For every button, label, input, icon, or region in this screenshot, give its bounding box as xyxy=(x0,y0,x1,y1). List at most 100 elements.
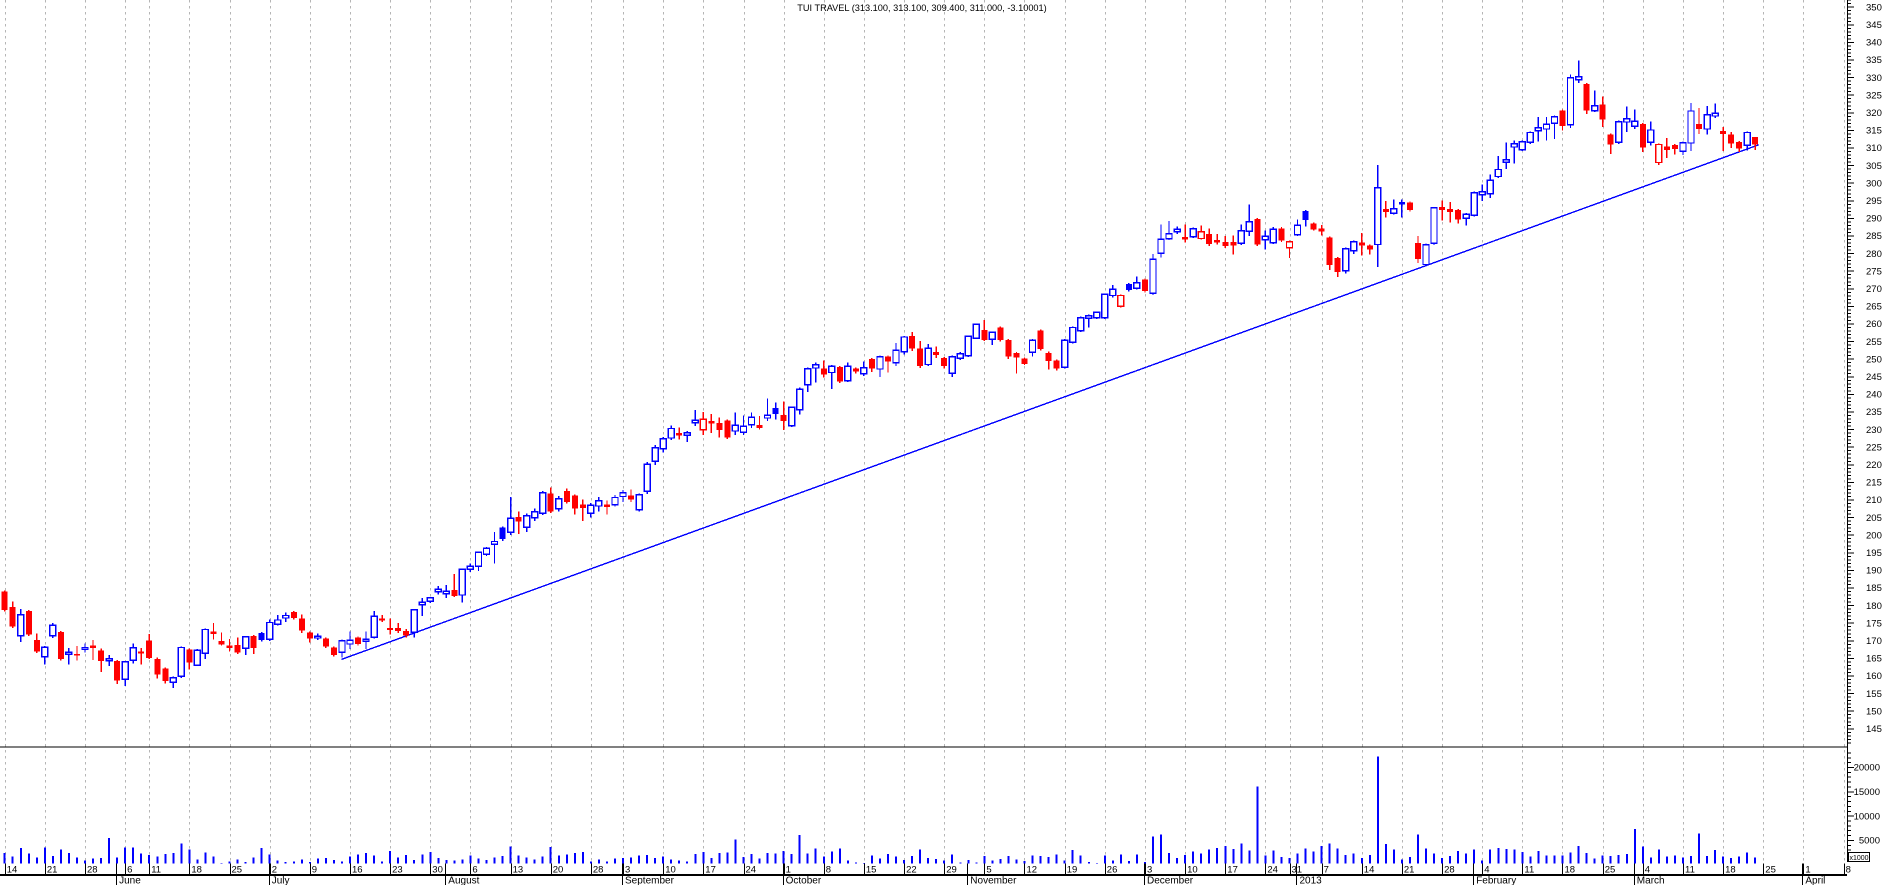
svg-text:21: 21 xyxy=(1404,865,1415,876)
svg-text:195: 195 xyxy=(1866,548,1882,559)
svg-text:15: 15 xyxy=(866,865,877,876)
svg-text:July: July xyxy=(272,876,290,885)
svg-text:4: 4 xyxy=(1484,865,1489,876)
svg-text:155: 155 xyxy=(1866,689,1882,700)
svg-text:230: 230 xyxy=(1866,425,1882,436)
svg-text:3: 3 xyxy=(625,865,630,876)
svg-text:24: 24 xyxy=(1267,865,1278,876)
svg-text:175: 175 xyxy=(1866,618,1882,629)
svg-text:1: 1 xyxy=(786,865,791,876)
svg-text:19: 19 xyxy=(1067,865,1078,876)
svg-text:20000: 20000 xyxy=(1854,763,1880,774)
svg-text:240: 240 xyxy=(1866,390,1882,401)
svg-text:4: 4 xyxy=(1645,865,1650,876)
svg-text:215: 215 xyxy=(1866,478,1882,489)
svg-text:280: 280 xyxy=(1866,249,1882,260)
svg-text:29: 29 xyxy=(946,865,957,876)
svg-text:160: 160 xyxy=(1866,671,1882,682)
svg-text:25: 25 xyxy=(232,865,243,876)
svg-text:14: 14 xyxy=(7,865,18,876)
svg-text:10: 10 xyxy=(1187,865,1198,876)
svg-text:December: December xyxy=(1147,876,1194,885)
svg-text:17: 17 xyxy=(1227,865,1238,876)
svg-text:26: 26 xyxy=(1107,865,1118,876)
svg-text:250: 250 xyxy=(1866,354,1882,365)
svg-text:185: 185 xyxy=(1866,583,1882,594)
svg-text:August: August xyxy=(448,876,479,885)
svg-text:170: 170 xyxy=(1866,636,1882,647)
svg-text:1: 1 xyxy=(1805,865,1810,876)
svg-text:275: 275 xyxy=(1866,266,1882,277)
svg-text:2013: 2013 xyxy=(1300,876,1323,885)
svg-text:225: 225 xyxy=(1866,442,1882,453)
svg-text:345: 345 xyxy=(1866,20,1882,31)
svg-text:200: 200 xyxy=(1866,530,1882,541)
svg-text:3: 3 xyxy=(1147,865,1152,876)
svg-text:April: April xyxy=(1805,876,1825,885)
svg-text:235: 235 xyxy=(1866,407,1882,418)
svg-text:18: 18 xyxy=(191,865,202,876)
svg-text:21: 21 xyxy=(47,865,58,876)
svg-text:TUI TRAVEL (313.100, 313.100,: TUI TRAVEL (313.100, 313.100, 309.400, 3… xyxy=(797,3,1046,13)
svg-text:25: 25 xyxy=(1605,865,1616,876)
svg-text:x1000: x1000 xyxy=(1849,855,1868,862)
svg-text:18: 18 xyxy=(1565,865,1576,876)
svg-text:15000: 15000 xyxy=(1854,787,1880,798)
svg-text:340: 340 xyxy=(1866,38,1882,49)
svg-text:20: 20 xyxy=(553,865,564,876)
svg-text:28: 28 xyxy=(87,865,98,876)
svg-text:330: 330 xyxy=(1866,73,1882,84)
svg-text:28: 28 xyxy=(593,865,604,876)
svg-text:290: 290 xyxy=(1866,214,1882,225)
svg-text:5000: 5000 xyxy=(1859,836,1880,847)
svg-text:295: 295 xyxy=(1866,196,1882,207)
svg-text:255: 255 xyxy=(1866,337,1882,348)
svg-text:180: 180 xyxy=(1866,601,1882,612)
svg-text:325: 325 xyxy=(1866,90,1882,101)
svg-text:23: 23 xyxy=(392,865,403,876)
svg-text:320: 320 xyxy=(1866,108,1882,119)
svg-text:September: September xyxy=(625,876,675,885)
svg-text:30: 30 xyxy=(432,865,443,876)
svg-text:6: 6 xyxy=(127,865,132,876)
svg-text:12: 12 xyxy=(1027,865,1038,876)
svg-text:265: 265 xyxy=(1866,302,1882,313)
svg-text:10: 10 xyxy=(665,865,676,876)
svg-text:350: 350 xyxy=(1866,2,1882,13)
svg-text:11: 11 xyxy=(1524,865,1534,876)
svg-text:145: 145 xyxy=(1866,724,1882,735)
svg-text:22: 22 xyxy=(906,865,917,876)
svg-text:16: 16 xyxy=(352,865,363,876)
svg-text:300: 300 xyxy=(1866,178,1882,189)
svg-text:28: 28 xyxy=(1444,865,1455,876)
svg-text:260: 260 xyxy=(1866,319,1882,330)
svg-text:205: 205 xyxy=(1866,513,1882,524)
svg-text:10000: 10000 xyxy=(1854,811,1880,822)
svg-text:190: 190 xyxy=(1866,566,1882,577)
svg-text:165: 165 xyxy=(1866,654,1882,665)
svg-text:270: 270 xyxy=(1866,284,1882,295)
svg-text:13: 13 xyxy=(513,865,524,876)
svg-text:17: 17 xyxy=(705,865,716,876)
svg-text:285: 285 xyxy=(1866,231,1882,242)
svg-text:2: 2 xyxy=(272,865,277,876)
svg-text:5: 5 xyxy=(986,865,991,876)
svg-text:February: February xyxy=(1476,876,1516,885)
svg-text:25: 25 xyxy=(1765,865,1776,876)
svg-text:150: 150 xyxy=(1866,706,1882,717)
svg-text:305: 305 xyxy=(1866,161,1882,172)
svg-text:October: October xyxy=(786,876,822,885)
svg-text:8: 8 xyxy=(1846,865,1851,876)
svg-text:220: 220 xyxy=(1866,460,1882,471)
svg-text:14: 14 xyxy=(1364,865,1375,876)
svg-text:March: March xyxy=(1637,876,1665,885)
svg-text:7: 7 xyxy=(1324,865,1329,876)
svg-text:9: 9 xyxy=(312,865,317,876)
svg-text:November: November xyxy=(970,876,1017,885)
svg-text:June: June xyxy=(119,876,141,885)
svg-text:6: 6 xyxy=(472,865,477,876)
svg-text:24: 24 xyxy=(746,865,757,876)
svg-text:335: 335 xyxy=(1866,55,1882,66)
svg-text:315: 315 xyxy=(1866,126,1882,137)
svg-text:18: 18 xyxy=(1725,865,1736,876)
